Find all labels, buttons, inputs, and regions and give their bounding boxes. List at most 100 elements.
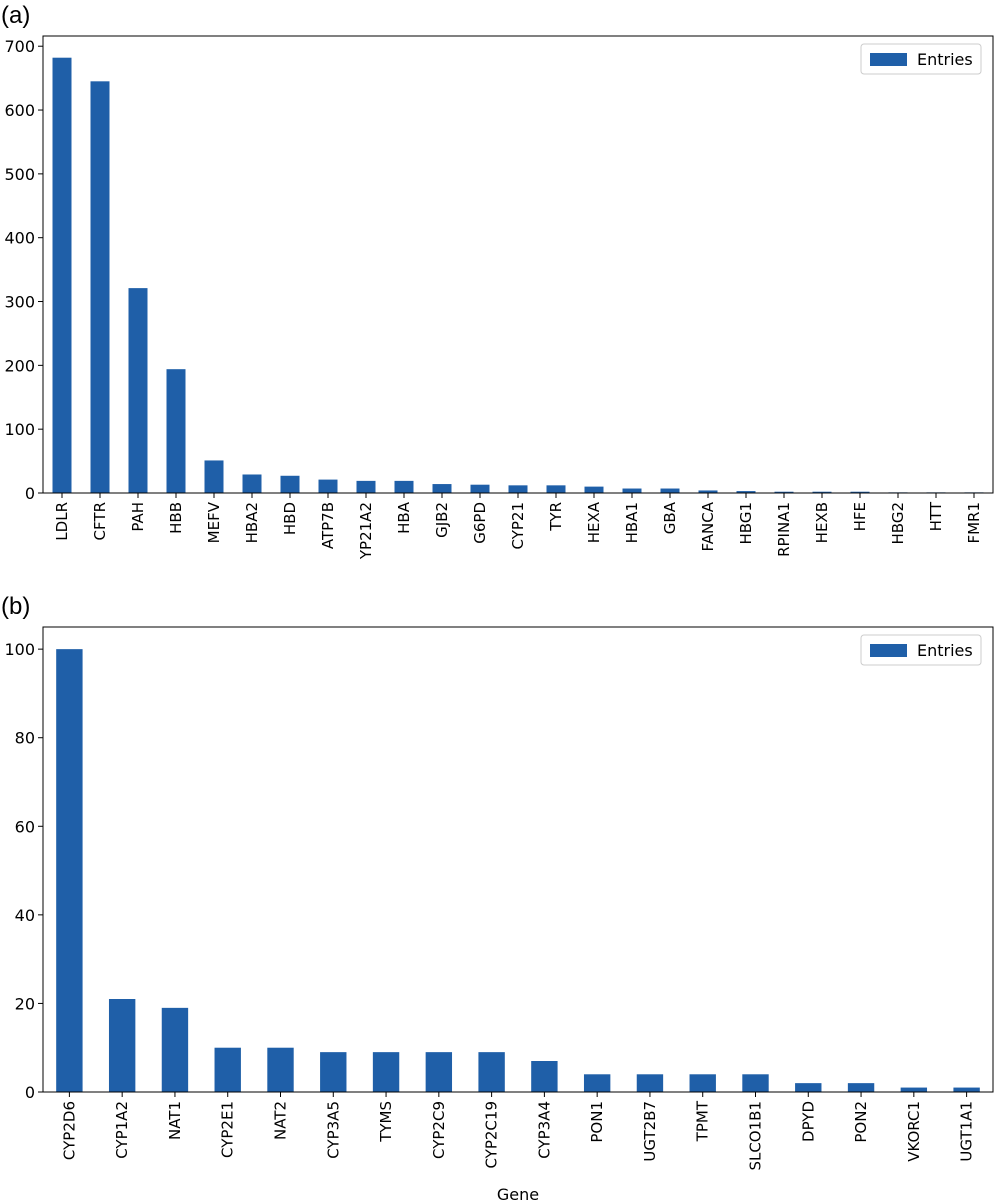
bar-CYP2C9 (425, 1052, 453, 1092)
bar-MEFV (204, 460, 224, 493)
bar-UGT2B7 (636, 1074, 664, 1092)
legend-label: Entries (917, 50, 973, 69)
bar-HBB (166, 369, 186, 493)
bar-PAH (128, 288, 148, 493)
chart-panel-b: 0 20 40 60 80 100 CYP2D6 CYP1A2 NAT1 CYP2E1 NAT2 CY… (4, 626, 994, 1204)
bar-PON2 (847, 1083, 875, 1092)
x-tick-label: NAT2 (272, 1101, 290, 1140)
bar-HEXA (584, 486, 604, 493)
x-tick-label: FMR1 (965, 502, 983, 544)
x-tick-label: TYR (547, 502, 565, 532)
bar-CYP2E1 (214, 1047, 241, 1092)
y-tick-label: 500 (4, 165, 35, 184)
bar-CYP1A2 (108, 999, 136, 1092)
x-tick-label: TPMT (694, 1100, 712, 1142)
x-tick-label: HBB (167, 502, 185, 534)
x-tick-label: FANCA (699, 501, 717, 551)
bar-NAT2 (267, 1047, 294, 1092)
bar-HBG1 (736, 491, 756, 493)
bar-TPMT (689, 1074, 716, 1092)
x-tick-label: ATP7B (319, 502, 337, 549)
x-tick-label: HBG1 (737, 502, 755, 544)
x-tick-label: UGT1A1 (958, 1101, 976, 1162)
bar-DPYD (795, 1083, 822, 1092)
y-tick-label: 600 (4, 101, 35, 120)
x-tick-label: HBA (395, 501, 413, 534)
legend-label: Entries (917, 641, 973, 660)
x-tick-label: HFE (851, 502, 869, 531)
y-tick-label: 400 (4, 229, 35, 248)
x-tick-label: LDLR (53, 502, 71, 541)
bar-HBA1 (622, 488, 642, 493)
x-tick-label: YP21A2 (357, 502, 375, 560)
x-tick-label: CFTR (91, 502, 109, 540)
x-tick-label: HBG2 (889, 502, 907, 544)
bar-CYP2D6 (56, 649, 83, 1092)
bar-VKORC1 (900, 1087, 928, 1092)
x-tick-label: CYP21 (509, 502, 527, 550)
x-tick-label: DPYD (799, 1101, 817, 1142)
x-tick-label: HBA1 (623, 502, 641, 543)
panel-label-b: (b) (1, 593, 31, 620)
bar-RPINA1 (774, 491, 794, 493)
y-tick-label: 0 (25, 484, 35, 503)
x-tick-label: GJB2 (433, 502, 451, 538)
bar-UGT1A1 (953, 1087, 980, 1092)
x-tick-label: TYMS (377, 1101, 395, 1143)
bar-HBA (394, 480, 414, 493)
x-tick-label: CYP3A5 (324, 1101, 342, 1159)
x-tick-label: UGT2B7 (641, 1101, 659, 1162)
x-tick-label: CYP2D6 (60, 1101, 78, 1160)
bar-TYR (546, 485, 566, 493)
bar-HEXB (812, 491, 832, 493)
bar-HBA2 (242, 474, 262, 493)
bar-PON1 (583, 1074, 611, 1092)
x-tick-label: CYP3A4 (535, 1101, 553, 1159)
x-tick-label: MEFV (205, 501, 223, 543)
x-tick-label: HEXA (585, 501, 603, 543)
legend-swatch (870, 644, 907, 657)
bar-ATP7B (318, 479, 338, 493)
x-tick-label: PAH (129, 502, 147, 532)
x-tick-label: CYP1A2 (113, 1101, 131, 1159)
x-tick-label: G6PD (471, 502, 489, 544)
x-tick-label: PON2 (852, 1101, 870, 1143)
x-tick-label: HBA2 (243, 502, 261, 543)
x-tick-label: NAT1 (166, 1101, 184, 1140)
x-tick-label: CYP2C9 (430, 1101, 448, 1159)
bar-CYP21 (508, 485, 528, 493)
bar-NAT1 (161, 1007, 189, 1092)
y-tick-label: 100 (4, 640, 35, 659)
x-tick-label: HTT (927, 501, 945, 531)
bar-HBD (280, 475, 300, 493)
x-tick-label: CYP2C19 (483, 1101, 501, 1169)
x-tick-label: HBD (281, 502, 299, 535)
y-tick-label: 200 (4, 356, 35, 375)
bar-HFE (850, 491, 870, 493)
x-tick-label: CYP2E1 (219, 1101, 237, 1158)
y-tick-label: 700 (4, 37, 35, 56)
panel-label-a: (a) (1, 2, 31, 29)
legend (860, 634, 982, 666)
y-tick-label: 20 (15, 994, 35, 1013)
bar-GBA (660, 488, 680, 493)
legend-swatch (870, 53, 907, 66)
chart-panel-a: 0 100 200 300 400 500 600 700 LDLR CFTR PAH HBB MEFV… (4, 35, 994, 560)
bar-CFTR (90, 81, 110, 493)
y-tick-label: 100 (4, 420, 35, 439)
y-tick-label: 40 (15, 906, 35, 925)
x-tick-label: GBA (661, 501, 679, 534)
x-axis-label: Gene (497, 1185, 539, 1204)
bar-TYMS (372, 1052, 400, 1092)
bar-CYP3A4 (531, 1061, 558, 1092)
bar-SLCO1B1 (742, 1074, 769, 1092)
x-tick-label: PON1 (588, 1101, 606, 1143)
bar-CYP2C19 (478, 1052, 505, 1092)
bar-YP21A2 (356, 480, 376, 493)
bar-FANCA (698, 490, 718, 493)
plot-frame (42, 626, 994, 1093)
y-tick-label: 80 (15, 729, 35, 748)
y-tick-label: 300 (4, 293, 35, 312)
y-tick-label: 0 (25, 1083, 35, 1102)
